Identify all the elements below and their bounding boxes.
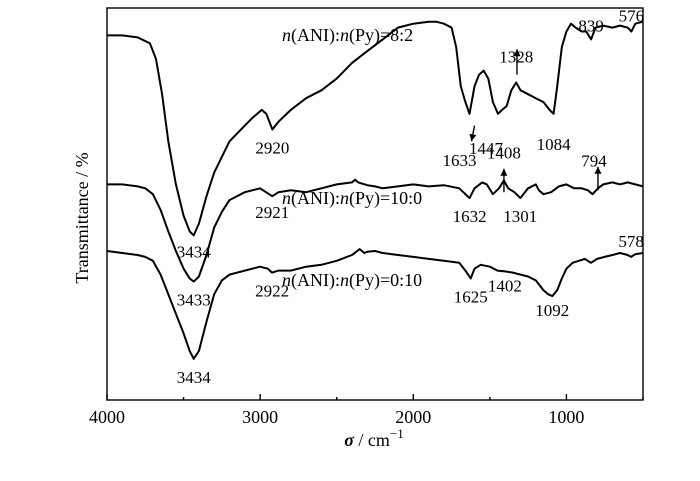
peak-label-578: 578	[618, 232, 644, 251]
plot-frame	[106, 7, 644, 401]
peak-label-1633: 1633	[443, 151, 477, 170]
peak-label-794: 794	[581, 151, 607, 170]
x-axis-symbol: σ	[344, 430, 355, 450]
x-axis-label: σ / cm−1	[344, 426, 404, 450]
y-axis-label: Transmittance / %	[72, 152, 92, 283]
peak-label-1402: 1402	[488, 276, 522, 295]
x-tick-label-2000: 2000	[395, 407, 431, 427]
series-label-var-b: n	[340, 188, 349, 208]
peak-label-839: 839	[578, 16, 604, 35]
x-tick-label-4000: 4000	[89, 407, 125, 427]
peak-label-1328: 1328	[499, 48, 533, 67]
series-label-var-a: n	[282, 25, 291, 45]
peak-label-3434: 3434	[177, 368, 212, 387]
series-label-3: n(ANI):n(Py)=0:10	[282, 270, 422, 291]
peak-arrows-group	[469, 49, 602, 193]
peak-label-2921: 2921	[255, 203, 289, 222]
peak-label-1408: 1408	[487, 144, 521, 163]
x-axis-unit: / cm	[354, 430, 390, 450]
x-tick-label-1000: 1000	[548, 407, 584, 427]
series-label-2: n(ANI):n(Py)=10:0	[282, 188, 422, 209]
peak-label-1632: 1632	[453, 207, 487, 226]
series-label-var-b: n	[340, 270, 349, 290]
peak-label-2920: 2920	[255, 139, 289, 158]
arrow-head-794	[594, 166, 602, 174]
arrow-head-1408	[500, 168, 508, 176]
peak-label-1625: 1625	[454, 288, 488, 307]
peak-label-1447: 1447	[469, 139, 504, 158]
series-label-var-a: n	[282, 188, 291, 208]
spectrum-curve-3	[106, 248, 644, 360]
peak-label-1301: 1301	[503, 207, 537, 226]
series-labels-group: n(ANI):n(Py)=8:2n(ANI):n(Py)=10:0n(ANI):…	[282, 25, 422, 291]
series-label-text-b: (Py)=0:10	[349, 270, 422, 291]
series-label-text-b: (Py)=8:2	[349, 25, 413, 46]
peak-label-3434: 3434	[177, 242, 212, 261]
spectra-group	[106, 20, 644, 360]
peak-label-3433: 3433	[177, 291, 211, 310]
arrow-head-1328	[513, 49, 521, 57]
peak-label-1084: 1084	[537, 135, 572, 154]
arrow-head-1633	[469, 133, 477, 142]
peak-label-2922: 2922	[255, 282, 289, 301]
series-label-text-a: (ANI):	[291, 25, 340, 46]
series-label-text-b: (Py)=10:0	[349, 188, 422, 209]
series-label-var-b: n	[340, 25, 349, 45]
x-axis-ticks: 4000 3000 2000 1000	[89, 394, 644, 427]
series-label-text-a: (ANI):	[291, 270, 340, 291]
x-axis-unit-exponent: −1	[390, 426, 404, 441]
peak-label-576: 576	[619, 7, 645, 26]
spectrum-curve-2	[107, 178, 644, 283]
peak-label-1092: 1092	[535, 301, 569, 320]
series-label-text-a: (ANI):	[291, 188, 340, 209]
spectrum-curve-1	[107, 20, 644, 237]
series-label-var-a: n	[282, 270, 291, 290]
series-label-1: n(ANI):n(Py)=8:2	[282, 25, 413, 46]
x-tick-label-3000: 3000	[242, 407, 278, 427]
